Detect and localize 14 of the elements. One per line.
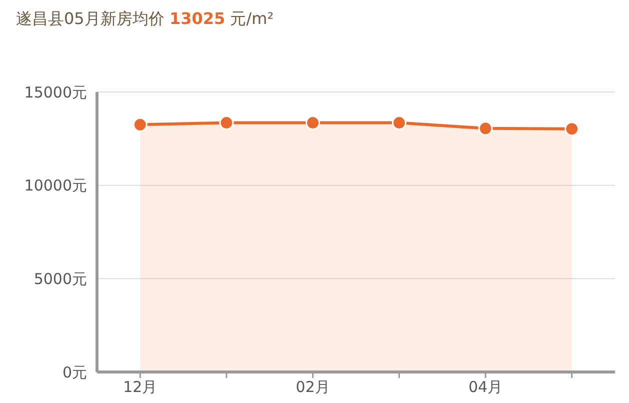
x-tick-label: 04月 (468, 378, 503, 396)
point (478, 121, 493, 136)
point (306, 116, 320, 130)
y-tick-label: 15000元 (24, 83, 87, 102)
y-tick-label: 0元 (62, 363, 87, 382)
y-tick-label: 10000元 (24, 176, 87, 195)
point (132, 117, 148, 132)
x-tick-label: 02月 (296, 378, 330, 396)
x-tick-label: 12月 (123, 378, 158, 396)
point (392, 116, 406, 130)
point (219, 116, 234, 130)
chart-title: 遂昌县05月新房均价 13025 元/m² (16, 9, 274, 28)
point (564, 122, 580, 136)
y-tick-label: 5000元 (34, 270, 87, 288)
